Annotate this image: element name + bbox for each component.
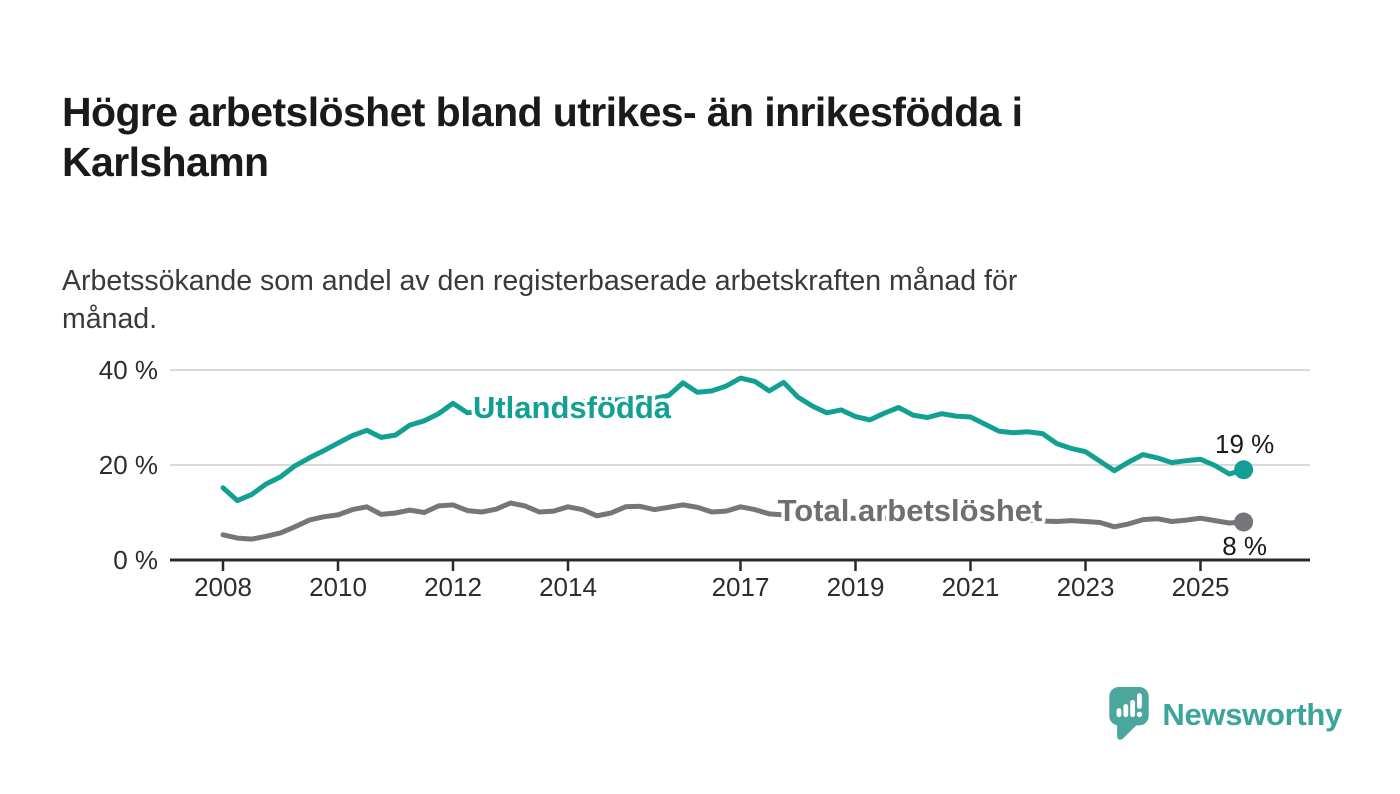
series-line-utlandsfodda bbox=[220, 375, 1247, 504]
y-tick-label-20: 20 % bbox=[99, 450, 158, 480]
end-value-label-utlandsfodda: 19 % bbox=[1215, 429, 1274, 459]
series-line-total bbox=[220, 500, 1247, 542]
x-tick-label-2008: 2008 bbox=[194, 572, 252, 602]
page-title: Högre arbetslöshet bland utrikes- än inr… bbox=[62, 89, 1023, 186]
x-tick-label-2017: 2017 bbox=[712, 572, 770, 602]
page-subtitle: Arbetssökande som andel av den registerb… bbox=[62, 264, 1018, 335]
x-tick-label-2014: 2014 bbox=[539, 572, 597, 602]
y-tick-label-40: 40 % bbox=[99, 355, 158, 385]
x-tick-label-2023: 2023 bbox=[1057, 572, 1115, 602]
logo-bars bbox=[1116, 693, 1143, 718]
newsworthy-logo-icon bbox=[1109, 687, 1150, 740]
x-tick-label-2010: 2010 bbox=[309, 572, 367, 602]
series-label-utlandsfodda: Utlandsfödda bbox=[473, 390, 672, 425]
brand-name: Newsworthy bbox=[1162, 697, 1342, 732]
y-gridlines bbox=[170, 369, 1310, 466]
unemployment-line-chart: 2008 2010 2012 2014 2017 2019 2021 2023 2025 0 %… bbox=[99, 355, 1310, 602]
series-lines bbox=[220, 375, 1254, 542]
newsworthy-logo[interactable]: Newsworthy bbox=[1108, 686, 1342, 744]
x-tick-label-2019: 2019 bbox=[827, 572, 885, 602]
x-tick-label-2021: 2021 bbox=[942, 572, 1000, 602]
x-axis-ticks: 2008 2010 2012 2014 2017 2019 2021 2023 2025 bbox=[194, 561, 1229, 602]
y-tick-label-0: 0 % bbox=[113, 545, 158, 575]
series-end-dot-total bbox=[1234, 512, 1254, 532]
series-label-total-arbetsloshet: Total arbetslöshet bbox=[778, 493, 1043, 528]
series-end-dot-utlandsfodda bbox=[1234, 460, 1254, 480]
x-tick-label-2025: 2025 bbox=[1172, 572, 1230, 602]
y-axis-labels: 0 % 20 % 40 % bbox=[99, 355, 158, 575]
x-tick-label-2012: 2012 bbox=[424, 572, 482, 602]
end-value-label-total: 8 % bbox=[1222, 531, 1267, 561]
